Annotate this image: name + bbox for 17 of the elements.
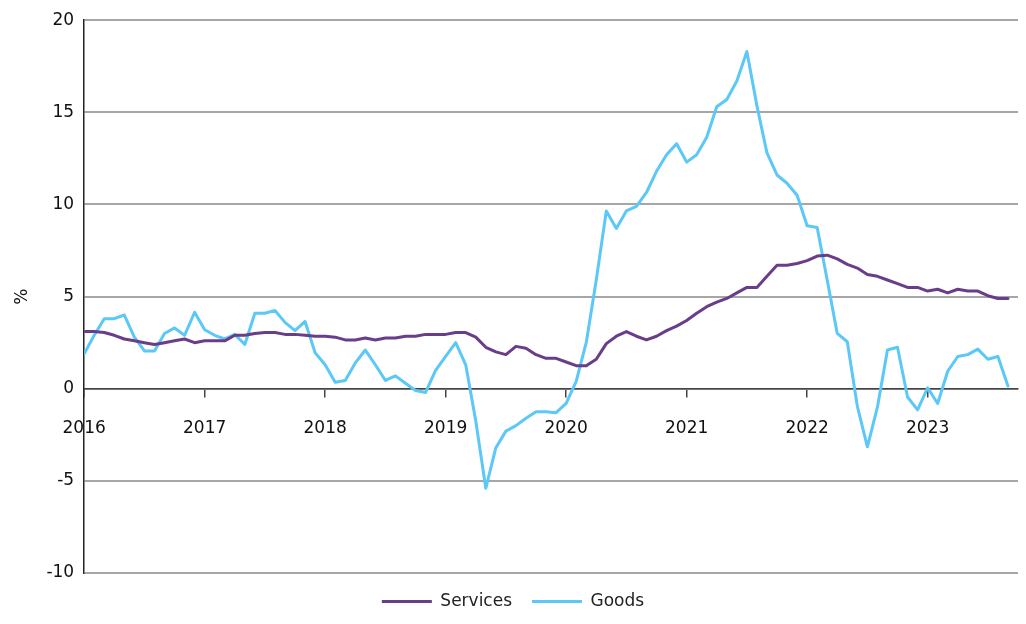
y-tick-label: 15 <box>52 100 75 121</box>
y-tick-label: 0 <box>63 377 75 398</box>
x-tick-label: 2017 <box>183 417 227 438</box>
x-tick-label: 2019 <box>424 417 468 438</box>
y-tick-label: -5 <box>57 469 75 490</box>
y-tick-label: 20 <box>52 8 75 29</box>
x-tick-label: 2021 <box>665 417 709 438</box>
x-tick-label: 2023 <box>906 417 950 438</box>
y-tick-label: 10 <box>52 192 75 213</box>
legend-label: Goods <box>590 589 645 610</box>
x-tick-label: 2018 <box>303 417 347 438</box>
y-tick-label: -10 <box>46 561 75 582</box>
x-tick-label: 2020 <box>544 417 588 438</box>
x-tick-label: 2022 <box>785 417 829 438</box>
y-tick-label: 5 <box>63 285 75 306</box>
legend-label: Services <box>440 589 513 610</box>
y-axis-title: % <box>10 288 31 305</box>
